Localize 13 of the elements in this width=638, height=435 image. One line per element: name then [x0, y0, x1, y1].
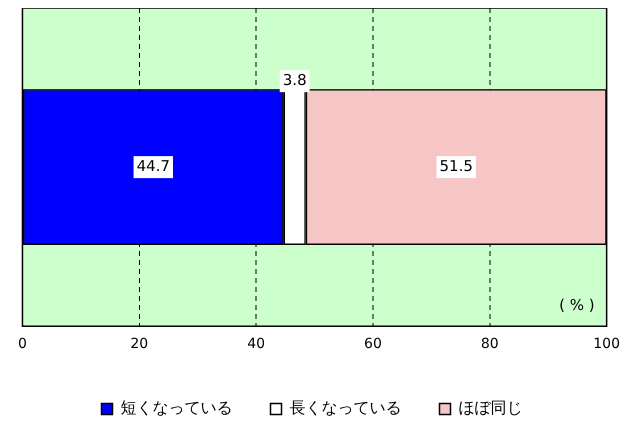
annotation: ( % ): [559, 296, 595, 314]
x-tick-label: 20: [130, 336, 148, 352]
x-tick-label: 0: [18, 336, 27, 352]
x-tick-label: 60: [364, 336, 382, 352]
legend-label: 短くなっている: [120, 398, 232, 418]
legend-label: 長くなっている: [290, 398, 402, 418]
data-label: 3.8: [282, 71, 307, 90]
x-tick-label: 40: [247, 336, 266, 352]
legend-label: ほぼ同じ: [458, 398, 522, 418]
x-tick-label: 80: [480, 336, 499, 352]
data-label: 44.7: [136, 156, 170, 175]
x-tick-label: 100: [593, 336, 620, 352]
data-label: 51.5: [440, 156, 473, 175]
